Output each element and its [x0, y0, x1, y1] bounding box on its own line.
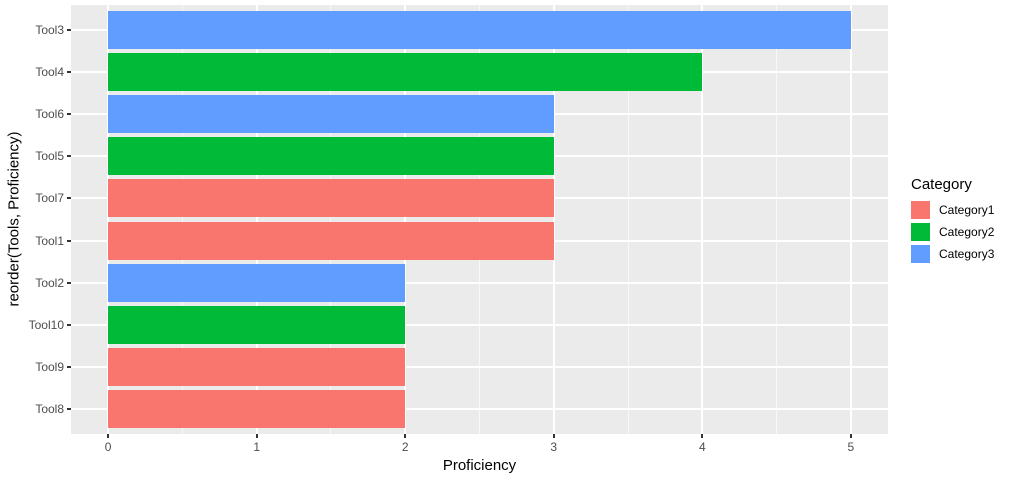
y-tick-label-tool7: Tool7 — [35, 191, 64, 206]
y-tick-label-tool10: Tool10 — [28, 317, 64, 332]
minor-gridline — [181, 5, 183, 434]
legend-swatch-icon — [911, 201, 930, 219]
y-tick-mark — [67, 197, 71, 200]
bar-tool10 — [108, 305, 406, 344]
x-tick-mark — [404, 434, 407, 438]
bar-tool8 — [108, 389, 406, 428]
legend-label: Category3 — [939, 247, 995, 261]
y-tick-label-tool4: Tool4 — [35, 65, 64, 80]
category-gridline — [71, 323, 888, 326]
major-gridline — [552, 5, 555, 434]
legend-label: Category1 — [939, 203, 995, 217]
legend-label: Category2 — [939, 225, 995, 239]
y-tick-mark — [67, 113, 71, 116]
x-tick-label-2: 2 — [401, 440, 409, 454]
y-tick-mark — [67, 29, 71, 32]
legend-title: Category — [911, 176, 972, 193]
major-gridline — [255, 5, 258, 434]
legend-item-category1: Category1 — [911, 201, 994, 219]
y-tick-label-tool1: Tool1 — [35, 233, 64, 248]
x-tick-mark — [255, 434, 258, 438]
x-tick-label-5: 5 — [847, 440, 855, 454]
y-tick-label-tool3: Tool3 — [35, 23, 64, 38]
bar-tool4 — [108, 53, 703, 92]
legend: Category Category1 Category2 Category3 — [911, 176, 994, 267]
minor-gridline — [330, 5, 332, 434]
plot-panel — [71, 5, 888, 434]
bar-tool6 — [108, 95, 554, 134]
y-tick-label-tool5: Tool5 — [35, 149, 64, 164]
bar-tool7 — [108, 179, 554, 218]
y-tick-label-tool9: Tool9 — [35, 359, 64, 374]
y-tick-mark — [67, 155, 71, 158]
bar-tool3 — [108, 11, 851, 50]
x-tick-mark — [849, 434, 852, 438]
y-axis-title: reorder(Tools, Proficiency) — [5, 131, 23, 307]
y-tick-mark — [67, 239, 71, 242]
legend-item-category2: Category2 — [911, 223, 994, 241]
x-axis-title: Proficiency — [442, 457, 517, 474]
legend-items: Category1 Category2 Category3 — [911, 201, 994, 263]
bar-tool2 — [108, 263, 406, 302]
legend-swatch-icon — [911, 245, 930, 263]
x-tick-label-1: 1 — [253, 440, 261, 454]
minor-gridline — [776, 5, 778, 434]
y-tick-label-tool2: Tool2 — [35, 275, 64, 290]
y-tick-mark — [67, 323, 71, 326]
category-gridline — [71, 281, 888, 284]
x-tick-mark — [107, 434, 110, 438]
major-gridline — [107, 5, 110, 434]
major-gridline — [404, 5, 407, 434]
y-tick-mark — [67, 407, 71, 410]
category-gridline — [71, 365, 888, 368]
x-tick-mark — [552, 434, 555, 438]
bar-tool1 — [108, 221, 554, 260]
minor-gridline — [479, 5, 480, 434]
x-tick-label-3: 3 — [550, 440, 558, 454]
y-tick-mark — [67, 365, 71, 368]
x-tick-mark — [701, 434, 704, 438]
y-tick-mark — [67, 281, 71, 284]
major-gridline — [701, 5, 704, 434]
x-tick-label-0: 0 — [104, 440, 112, 454]
category-gridline — [71, 407, 888, 410]
legend-item-category3: Category3 — [911, 245, 994, 263]
y-tick-label-tool6: Tool6 — [35, 107, 64, 122]
bar-tool9 — [108, 347, 406, 386]
legend-swatch-icon — [911, 223, 930, 241]
major-gridline — [849, 5, 852, 434]
x-tick-label-4: 4 — [698, 440, 706, 454]
y-tick-label-tool8: Tool8 — [35, 401, 64, 416]
y-tick-mark — [67, 71, 71, 74]
bar-tool5 — [108, 137, 554, 176]
minor-gridline — [627, 5, 629, 434]
